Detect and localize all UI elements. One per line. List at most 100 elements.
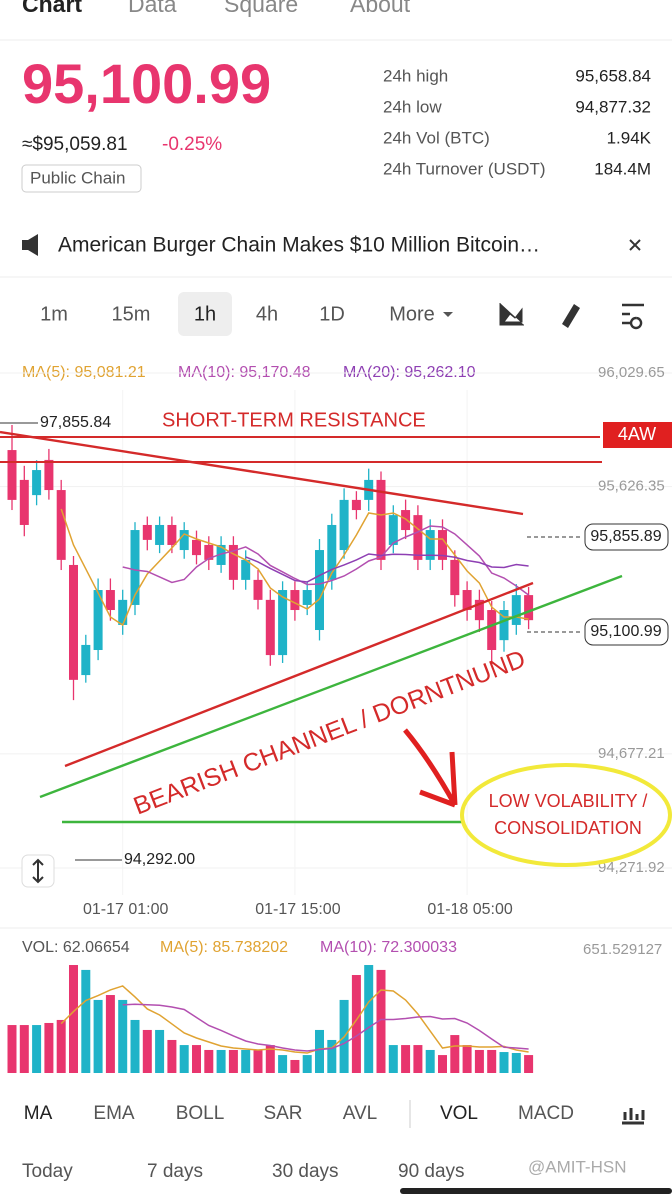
period-tab[interactable]: 7 days: [147, 1161, 203, 1182]
nav-tab[interactable]: Chart: [22, 0, 82, 17]
candle-body: [105, 590, 115, 611]
price-tag: 95,855.89: [590, 528, 661, 545]
close-icon[interactable]: [629, 239, 641, 251]
nav-tab[interactable]: Square: [224, 0, 298, 17]
indicator-tab[interactable]: EMA: [93, 1103, 135, 1124]
timeframe[interactable]: 4h: [256, 303, 278, 325]
change: -0.25%: [162, 134, 222, 155]
period-tab[interactable]: 90 days: [398, 1161, 465, 1182]
candle-body: [228, 544, 238, 580]
tab-selected: [178, 292, 232, 336]
volume-bar: [450, 1035, 460, 1073]
chart-icon[interactable]: [499, 303, 524, 326]
volume-bar: [278, 1055, 288, 1073]
candle-body: [413, 515, 423, 560]
price-tag: 95,100.99: [590, 623, 661, 640]
period-tab[interactable]: Today: [22, 1161, 73, 1182]
candle-body: [142, 524, 152, 540]
news-bar[interactable]: [0, 215, 672, 275]
watermark: @AMIT-HSN: [528, 1157, 626, 1176]
timeframe[interactable]: More: [389, 303, 435, 325]
nav-tab[interactable]: Data: [128, 0, 177, 17]
candle-body: [278, 590, 288, 656]
timeframe[interactable]: 1m: [40, 303, 68, 325]
volume-bar: [216, 1049, 226, 1073]
candle-body: [425, 530, 435, 560]
candle-body: [524, 595, 534, 621]
candle-body: [167, 524, 177, 545]
candle-body: [327, 524, 337, 580]
level-label: 97,855.84: [40, 414, 111, 431]
indicator-tab[interactable]: MACD: [518, 1103, 574, 1124]
volume-bar: [425, 1049, 435, 1073]
candle-body: [290, 590, 300, 611]
y-tick-label: 94,271.92: [598, 859, 665, 876]
annotation: SHORT-TERM RESISTANCE: [162, 409, 426, 431]
indicator-settings[interactable]: [622, 1108, 645, 1125]
candle-body: [69, 564, 78, 680]
candle-body: [44, 459, 54, 491]
candle-body: [376, 479, 386, 560]
stats: 24h high 95,658.84 24h low 94,877.32 24h Vol…: [383, 66, 652, 178]
indicator-tab[interactable]: BOLL: [176, 1103, 225, 1124]
candle-body: [339, 499, 349, 551]
candle-body: [462, 590, 472, 611]
stat-label: 24h low: [383, 97, 442, 116]
candle-body: [93, 590, 103, 651]
vol-ma-label: MA(5): 85.738202: [160, 939, 288, 956]
candle-body: [450, 559, 460, 596]
volume-bar: [19, 1025, 29, 1073]
volume-bar: [438, 1055, 447, 1073]
candle-body: [351, 499, 361, 511]
volume-bar: [167, 1039, 177, 1073]
candle-body: [474, 599, 484, 621]
candle-body: [118, 599, 128, 625]
volume-bar: [376, 969, 386, 1073]
volume-bar: [204, 1049, 214, 1073]
stat-label: 24h Turnover (USDT): [383, 159, 546, 178]
candle-body: [315, 550, 324, 631]
period-tab[interactable]: 30 days: [272, 1161, 339, 1182]
volume-bar: [130, 1019, 140, 1073]
volume-bar: [302, 1055, 312, 1073]
volume-bar: [327, 1039, 337, 1073]
volume-bar: [44, 1022, 54, 1073]
candle-body: [204, 544, 214, 560]
level-label: 94,292.00: [124, 851, 195, 868]
x-tick-label: 01-18 05:00: [427, 901, 513, 918]
timeframe[interactable]: 15m: [112, 303, 151, 325]
indicator-tab[interactable]: AVL: [343, 1103, 378, 1124]
home-bar: [400, 1188, 672, 1194]
candle-body: [130, 530, 140, 605]
timeframes: 1m 15m 1h 4h 1D More: [40, 303, 435, 325]
candle-body: [511, 595, 521, 625]
candle-body: [401, 510, 411, 531]
stat-label: 24h Vol (BTC): [383, 128, 490, 147]
indicator-tab[interactable]: MA: [24, 1103, 53, 1124]
volume-bar: [93, 999, 103, 1073]
price-tag-box: [584, 618, 669, 646]
volume-bar: [69, 965, 78, 1073]
settings-icon[interactable]: [622, 303, 644, 330]
vol-ma5-line: [60, 985, 529, 1054]
y-tick-label: 96,029.65: [598, 364, 665, 381]
timeframe[interactable]: 1h: [194, 303, 216, 325]
draw-icon[interactable]: [562, 304, 580, 328]
volume-bar: [265, 1045, 275, 1073]
nav-tab[interactable]: About: [350, 0, 411, 17]
volume-bar: [487, 1049, 497, 1073]
stat-value: 1.94K: [607, 128, 652, 147]
last-price: 95,100.99: [22, 52, 271, 115]
indicator-tab[interactable]: SAR: [263, 1103, 302, 1124]
news[interactable]: American Burger Chain Makes $10 Million …: [58, 234, 540, 257]
candle-body: [192, 539, 201, 556]
indicator-tab[interactable]: VOL: [440, 1103, 478, 1124]
price-tag-box: [584, 523, 669, 551]
candle-body: [7, 450, 17, 500]
timeframe[interactable]: 1D: [319, 303, 345, 325]
candle-body: [81, 644, 91, 676]
ma10-line: [122, 525, 530, 596]
volume-bar: [56, 1019, 66, 1073]
